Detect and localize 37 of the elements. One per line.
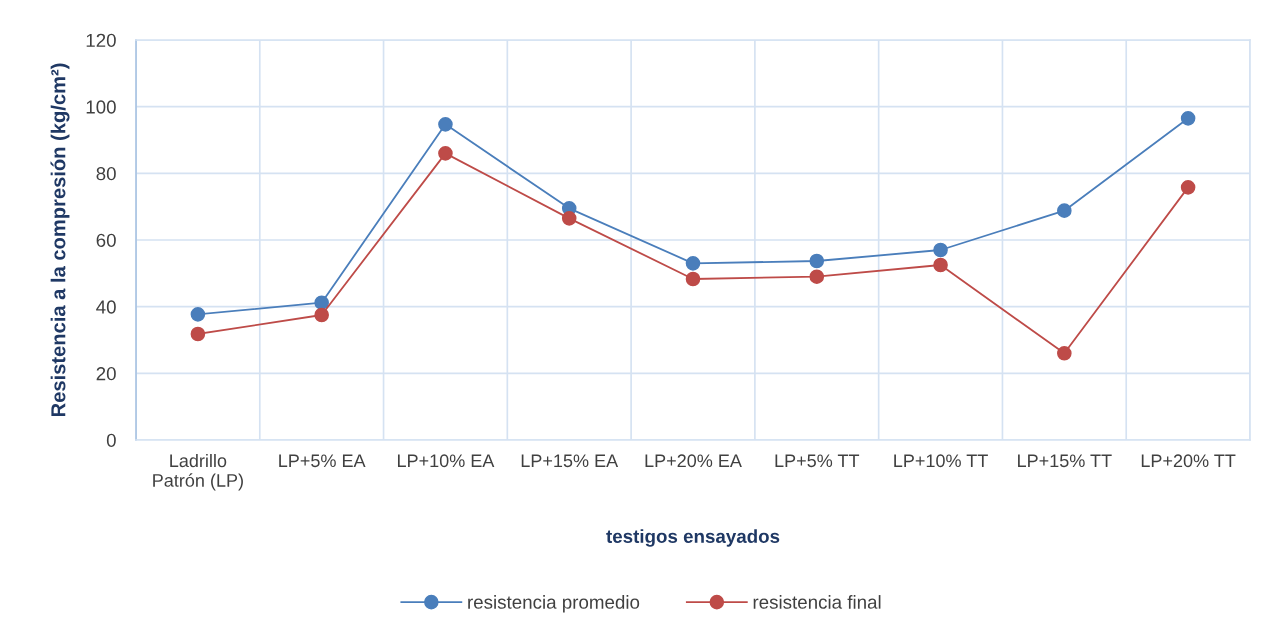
point [314,295,329,310]
x-tick-label: LP+10% EA [397,454,495,468]
point [190,326,206,342]
x-tick-label: LP+15% TT [1018,454,1112,468]
y-tick-label: 0 [106,433,116,447]
point [809,269,825,284]
x-tick-label: LP+20% TT [1141,454,1236,468]
point [561,211,577,226]
point [685,271,701,287]
point [685,256,701,271]
point [1057,203,1072,218]
y-tick-label: 80 [96,167,116,181]
point [438,146,453,161]
point [1180,180,1196,195]
point [933,257,948,273]
x-tick-label: LP+10% TT [894,454,988,468]
point [438,117,453,132]
point [1180,111,1196,126]
y-tick-label: 40 [96,300,116,314]
point [314,307,329,323]
x-axis-title: testigos ensayados [606,529,780,547]
point [809,253,825,269]
point [933,242,948,258]
x-tick-label: LP+5% TT [775,454,860,468]
y-tick-label: 60 [96,233,116,247]
y-tick-label: 120 [86,33,116,47]
x-tick-label: LP+5% EA [279,454,366,468]
x-tick-label: Ladrillo Patrón (LP) [153,453,243,491]
point [190,307,206,322]
y-axis-title: Resistencia a la compresión (kg/cm²) [50,63,70,417]
x-tick-label: LP+15% EA [521,454,619,468]
legend-label: resistencia final [753,595,881,609]
x-tick-label: LP+20% EA [645,454,742,468]
point [1057,346,1072,361]
y-tick-label: 20 [96,367,116,381]
legend-label: resistencia promedio [468,595,640,613]
y-tick-label: 100 [86,100,116,114]
